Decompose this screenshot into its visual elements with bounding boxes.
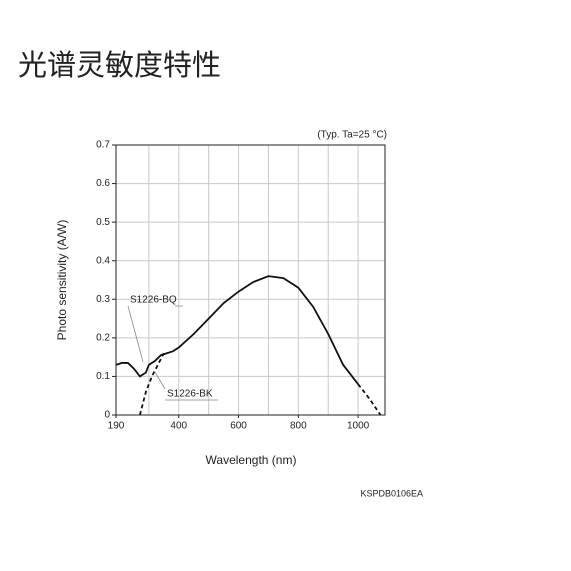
x-axis-label: Wavelength (nm) [206, 453, 297, 467]
y-tick-label: 0.4 [96, 255, 110, 266]
y-tick-label: 0.1 [96, 371, 110, 382]
plot-frame [115, 144, 386, 416]
page-title: 光谱灵敏度特性 [18, 48, 222, 82]
legend-label: S1226-BQ [130, 295, 177, 306]
y-axis-label: Photo sensitivity (A/W) [55, 220, 69, 341]
x-tick-label: 1000 [347, 421, 370, 432]
y-tick-label: 0.3 [96, 294, 110, 305]
series-line [139, 352, 382, 416]
y-tick-label: 0.5 [96, 217, 110, 228]
y-tick-label: 0 [104, 410, 110, 421]
x-tick-label: 600 [230, 421, 247, 432]
x-tick-label: 800 [290, 421, 307, 432]
figure-code: KSPDB0106EA [360, 488, 423, 498]
legend-label: S1226-BK [167, 389, 213, 400]
x-tick-label: 190 [108, 421, 125, 432]
leader-line [154, 371, 166, 390]
y-tick-label: 0.6 [96, 178, 110, 189]
series-line [115, 275, 359, 385]
y-tick-label: 0.2 [96, 332, 110, 343]
leader-line [127, 305, 144, 363]
x-tick-label: 400 [170, 421, 187, 432]
condition-note: (Typ. Ta=25 °C) [317, 130, 387, 141]
y-tick-label: 0.7 [96, 140, 110, 151]
